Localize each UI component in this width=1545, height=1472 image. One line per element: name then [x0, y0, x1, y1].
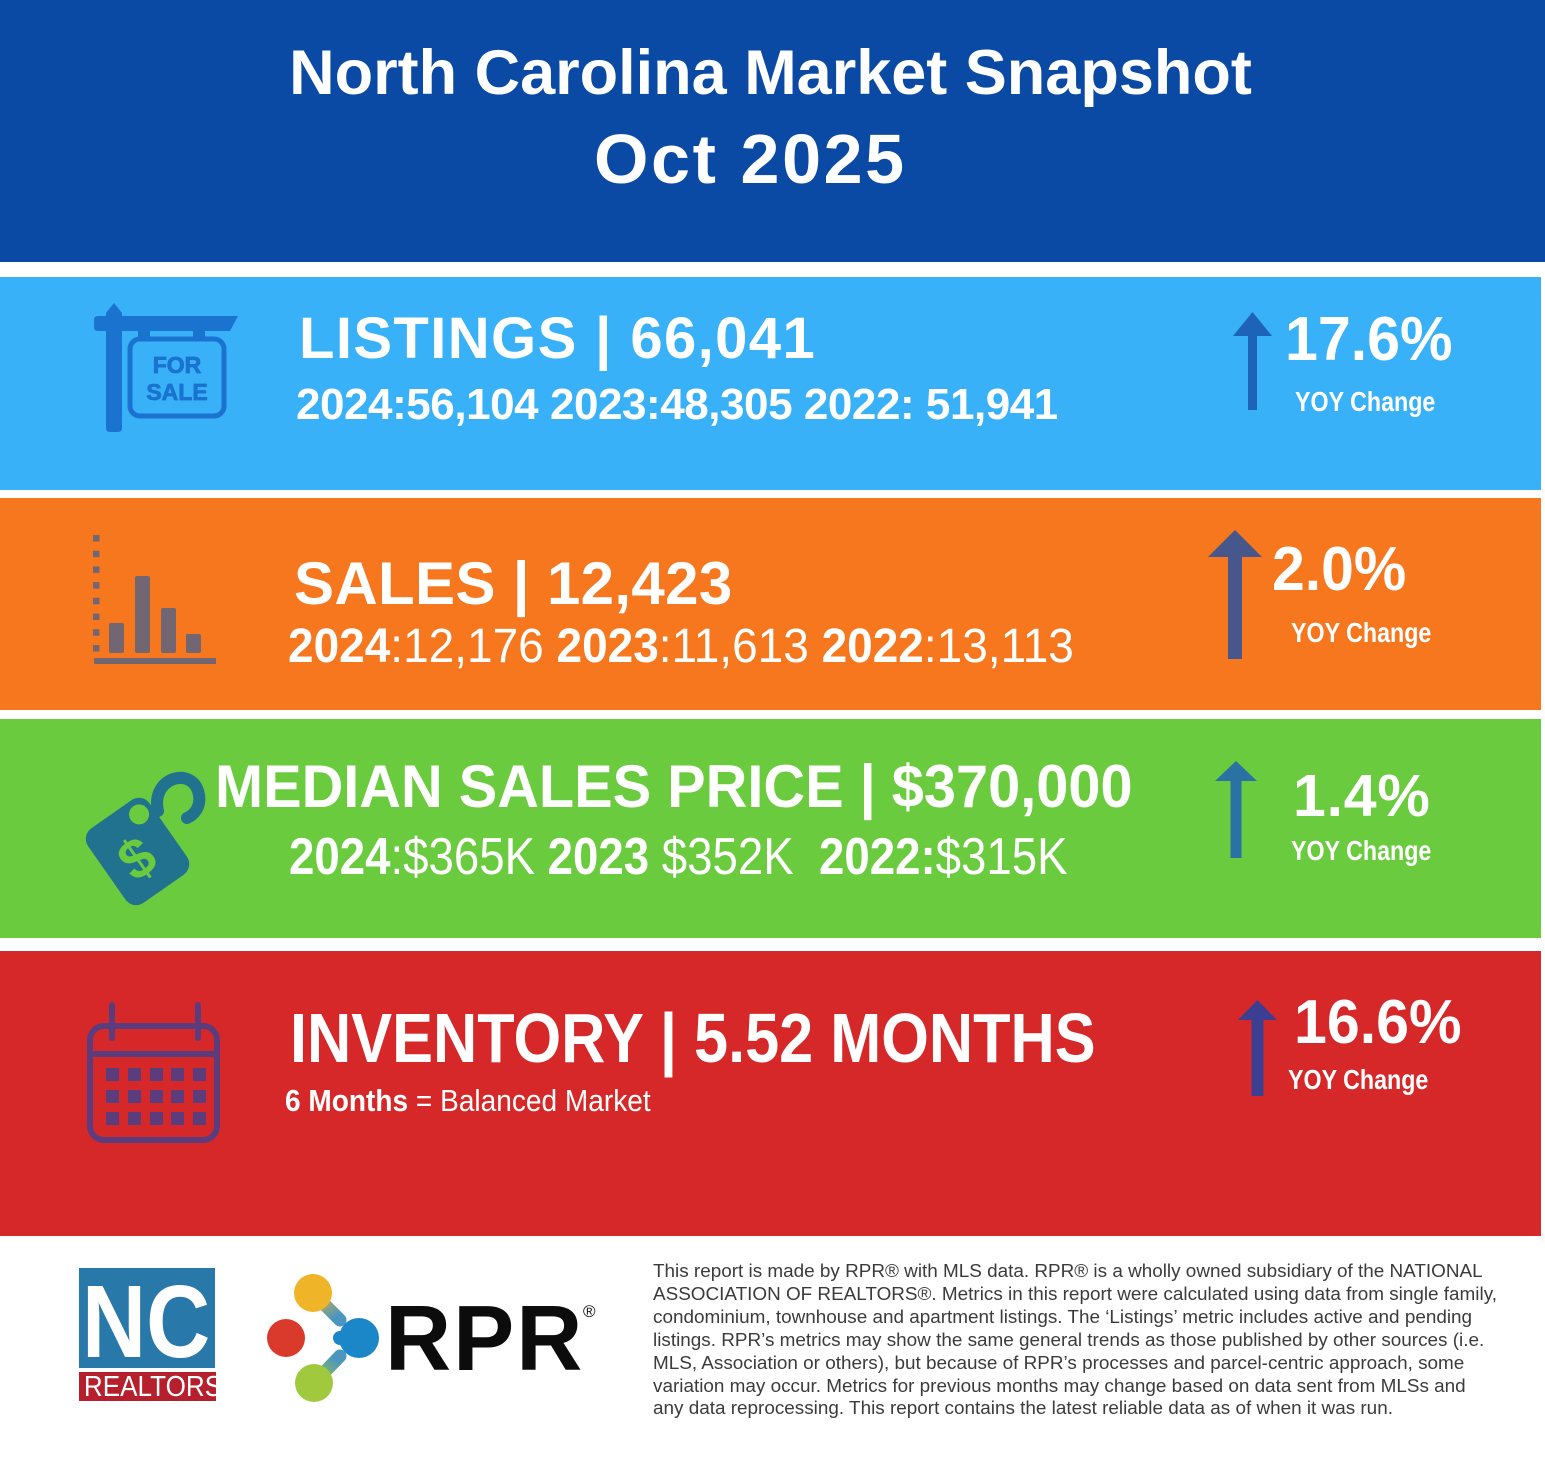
- svg-text:SALE: SALE: [146, 379, 207, 405]
- svg-text:FOR: FOR: [153, 352, 202, 378]
